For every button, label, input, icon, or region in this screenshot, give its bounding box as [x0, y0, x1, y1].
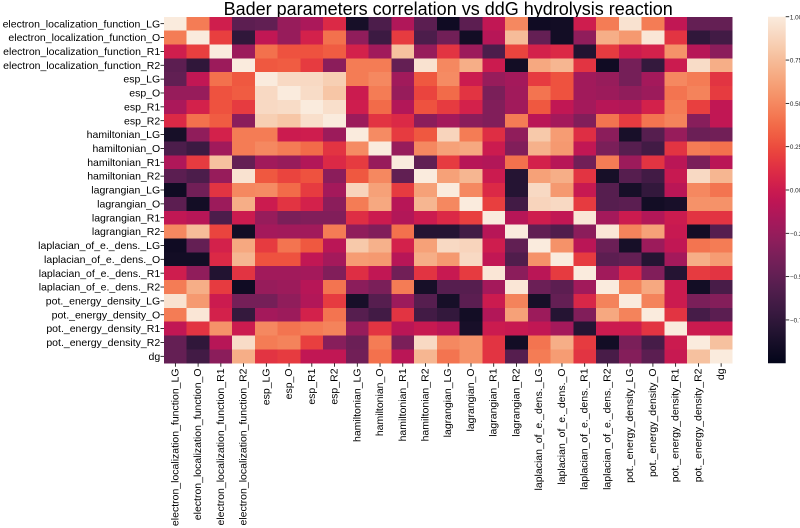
- svg-text:esp_R2: esp_R2: [124, 115, 160, 127]
- svg-text:pot._energy_density_O: pot._energy_density_O: [647, 368, 659, 477]
- svg-text:lagrangian_LG: lagrangian_LG: [442, 368, 454, 437]
- svg-text:lagrangian_R1: lagrangian_R1: [488, 368, 500, 436]
- svg-text:dg: dg: [715, 368, 727, 380]
- svg-text:pot._energy_density_LG: pot._energy_density_LG: [624, 368, 636, 482]
- svg-text:electron_localization_function: electron_localization_function_R2: [3, 60, 160, 72]
- svg-text:hamiltonian_LG: hamiltonian_LG: [351, 368, 363, 442]
- svg-text:electron_localization_function: electron_localization_function_LG: [3, 18, 161, 30]
- svg-text:laplacian_of_e._dens._O: laplacian_of_e._dens._O: [556, 368, 568, 484]
- svg-text:electron_localization_function: electron_localization_function_O: [192, 368, 204, 520]
- svg-text:electron_localization_function: electron_localization_function_R1: [215, 368, 227, 525]
- svg-text:laplacian_of_e._dens._R1: laplacian_of_e._dens._R1: [579, 368, 591, 490]
- svg-text:laplacian_of_e._dens._LG: laplacian_of_e._dens._LG: [38, 240, 160, 252]
- svg-text:electron_localization_function: electron_localization_function_R1: [3, 46, 160, 58]
- svg-text:laplacian_of_e._dens._R1: laplacian_of_e._dens._R1: [39, 268, 161, 280]
- svg-text:esp_R1: esp_R1: [306, 368, 318, 404]
- svg-text:hamiltonian_R1: hamiltonian_R1: [87, 157, 160, 169]
- svg-text:dg: dg: [149, 351, 161, 363]
- svg-text:hamiltonian_O: hamiltonian_O: [374, 368, 386, 436]
- svg-text:0.50: 0.50: [790, 101, 800, 108]
- svg-text:lagrangian_R1: lagrangian_R1: [92, 212, 160, 224]
- svg-text:esp_O: esp_O: [283, 368, 295, 399]
- svg-text:esp_O: esp_O: [129, 88, 160, 100]
- svg-text:hamiltonian_O: hamiltonian_O: [92, 143, 160, 155]
- svg-text:pot._energy_density_R1: pot._energy_density_R1: [670, 368, 682, 482]
- svg-text:pot._energy_density_R2: pot._energy_density_R2: [46, 337, 160, 349]
- svg-text:0.00: 0.00: [790, 188, 800, 195]
- svg-text:laplacian_of_e._dens._LG: laplacian_of_e._dens._LG: [533, 368, 545, 490]
- svg-text:lagrangian_LG: lagrangian_LG: [91, 185, 160, 197]
- svg-text:esp_R2: esp_R2: [329, 368, 341, 404]
- svg-text:laplacian_of_e._dens._O: laplacian_of_e._dens._O: [44, 254, 160, 266]
- svg-text:−0.75: −0.75: [790, 317, 800, 324]
- svg-text:−0.25: −0.25: [790, 231, 800, 238]
- svg-text:0.25: 0.25: [790, 144, 800, 151]
- svg-text:lagrangian_O: lagrangian_O: [97, 198, 160, 210]
- svg-text:electron_localization_function: electron_localization_function_LG: [169, 368, 181, 526]
- svg-text:−0.50: −0.50: [790, 274, 800, 281]
- svg-text:hamiltonian_R2: hamiltonian_R2: [420, 368, 432, 441]
- svg-text:Bader parameters correlation v: Bader parameters correlation vs ddG hydr…: [224, 0, 673, 19]
- svg-text:0.75: 0.75: [790, 58, 800, 65]
- svg-text:hamiltonian_LG: hamiltonian_LG: [87, 129, 161, 141]
- svg-text:electron_localization_function: electron_localization_function_R2: [238, 368, 250, 525]
- svg-text:pot._energy_density_R2: pot._energy_density_R2: [692, 368, 704, 482]
- svg-text:laplacian_of_e._dens._R2: laplacian_of_e._dens._R2: [601, 368, 613, 490]
- svg-text:lagrangian_R2: lagrangian_R2: [510, 368, 522, 436]
- svg-text:esp_LG: esp_LG: [260, 368, 272, 405]
- svg-text:lagrangian_R2: lagrangian_R2: [92, 226, 160, 238]
- svg-text:1.00: 1.00: [790, 14, 800, 21]
- svg-text:esp_LG: esp_LG: [123, 74, 160, 86]
- svg-text:pot._energy_density_O: pot._energy_density_O: [52, 309, 161, 321]
- svg-text:lagrangian_O: lagrangian_O: [465, 368, 477, 431]
- svg-text:pot._energy_density_R1: pot._energy_density_R1: [46, 323, 160, 335]
- svg-text:pot._energy_density_LG: pot._energy_density_LG: [46, 295, 160, 307]
- svg-text:hamiltonian_R1: hamiltonian_R1: [397, 368, 409, 441]
- svg-text:electron_localization_function: electron_localization_function_O: [8, 32, 160, 44]
- svg-text:laplacian_of_e._dens._R2: laplacian_of_e._dens._R2: [39, 282, 161, 294]
- svg-text:hamiltonian_R2: hamiltonian_R2: [87, 171, 160, 183]
- svg-text:esp_R1: esp_R1: [124, 101, 160, 113]
